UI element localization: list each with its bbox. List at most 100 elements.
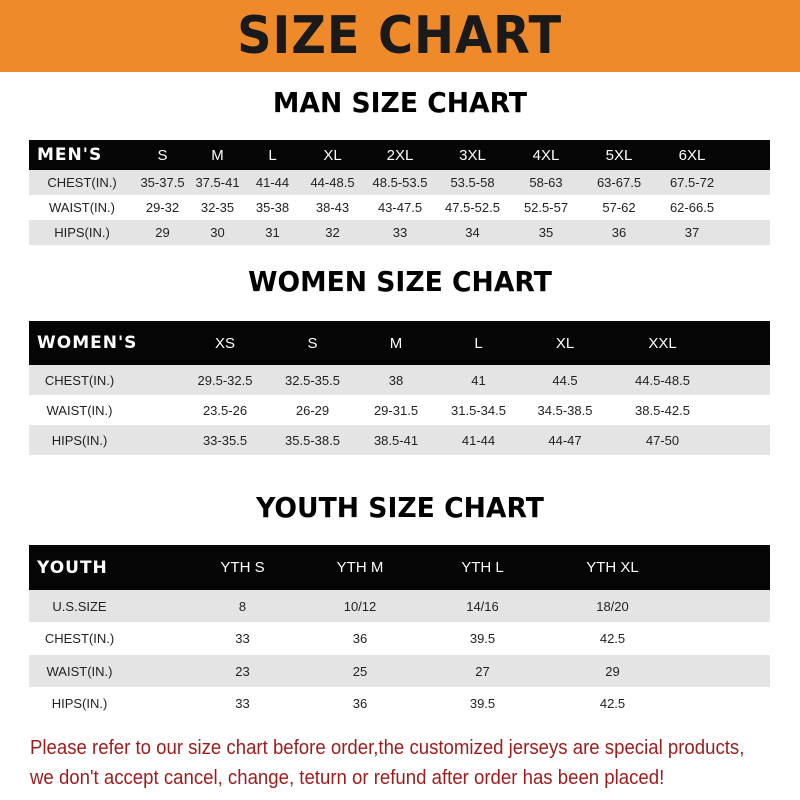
size-value: 42.5 — [599, 696, 626, 711]
empty-cell — [715, 425, 770, 455]
size-value: 58-63 — [510, 170, 582, 195]
banner-title: SIZE CHART — [237, 6, 563, 66]
size-value: 33 — [365, 220, 435, 245]
size-header-yth-xl: YTH XL — [540, 545, 685, 590]
men-header-row: MEN'S S M L XL 2XL 3XL 4XL 5XL 6XL — [29, 140, 770, 170]
size-value: 32.5-35.5 — [270, 365, 355, 395]
size-value: 38-43 — [315, 200, 350, 215]
size-value: 39.5 — [469, 696, 496, 711]
men-row: WAIST(IN.) 29-32 32-35 35-38 38-43 43-47.5 47.… — [29, 195, 770, 220]
size-value: 37.5-41 — [190, 170, 245, 195]
youth-section-title: YOUTH SIZE CHART — [256, 491, 544, 524]
order-notice-line-2: we don't accept cancel, change, teturn o… — [30, 767, 665, 789]
size-value: 36 — [352, 631, 368, 646]
size-value: 14/16 — [425, 590, 540, 622]
men-section-title: MAN SIZE CHART — [272, 86, 528, 119]
size-value: 35.5-38.5 — [270, 425, 355, 455]
size-header-xl: XL — [300, 140, 365, 170]
size-value: 35-38 — [255, 200, 290, 215]
women-row: WAIST(IN.) 23.5-26 26-29 29-31.5 31.5-34.5 34… — [29, 395, 770, 425]
size-value: 23.5-26 — [202, 402, 248, 418]
size-value: 52.5-57 — [523, 200, 569, 215]
size-value: 26-29 — [295, 402, 330, 418]
size-header-m: M — [190, 140, 245, 170]
size-header-yth-s: YTH S — [190, 545, 295, 590]
empty-cell — [728, 195, 770, 220]
youth-header-label: YOUTH — [29, 545, 190, 590]
men-row: CHEST(IN.) 35-37.5 37.5-41 41-44 44-48.5 48.5… — [29, 170, 770, 195]
size-chart-banner: SIZE CHART — [0, 0, 800, 72]
row-label: WAIST(IN.) — [49, 200, 115, 215]
order-notice-line-1: Please refer to our size chart before or… — [30, 737, 745, 759]
women-row: CHEST(IN.) 29.5-32.5 32.5-35.5 38 41 44.5 44.5… — [29, 365, 770, 395]
size-value: 32 — [300, 220, 365, 245]
size-value: 10/12 — [295, 590, 425, 622]
empty-cell — [685, 687, 770, 720]
women-row: HIPS(IN.) 33-35.5 35.5-38.5 38.5-41 41-44 44-… — [29, 425, 770, 455]
size-value: 62-66.5 — [669, 200, 715, 215]
size-value: 39.5 — [469, 631, 496, 646]
size-value: 29-32 — [145, 200, 180, 215]
size-value: 41 — [437, 365, 520, 395]
size-header-xs: XS — [180, 321, 270, 365]
size-header-4xl: 4XL — [510, 140, 582, 170]
row-label: CHEST(IN.) — [29, 170, 135, 195]
size-value: 47-50 — [610, 425, 715, 455]
size-value: 29-31.5 — [373, 402, 419, 418]
size-value: 43-47.5 — [377, 200, 423, 215]
size-header-3xl: 3XL — [435, 140, 510, 170]
size-value: 41-44 — [245, 170, 300, 195]
size-value: 33 — [235, 631, 250, 646]
men-size-table: MEN'S S M L XL 2XL 3XL 4XL 5XL 6XL CHEST(IN.) 35-37… — [29, 140, 770, 245]
men-row: HIPS(IN.) 29 30 31 32 33 34 35 36 37 — [29, 220, 770, 245]
size-value: 29 — [540, 655, 685, 687]
empty-cell — [728, 170, 770, 195]
order-notice: Please refer to our size chart before or… — [30, 733, 745, 793]
size-value: 31.5-34.5 — [451, 402, 506, 418]
size-value: 57-62 — [602, 200, 636, 215]
size-value: 67.5-72 — [656, 170, 728, 195]
row-label: WAIST(IN.) — [29, 655, 190, 687]
size-value: 35 — [510, 220, 582, 245]
size-value: 25 — [295, 655, 425, 687]
size-value: 42.5 — [599, 631, 626, 646]
size-header-s: S — [270, 321, 355, 365]
size-value: 36 — [582, 220, 656, 245]
size-value: 38.5-42.5 — [635, 402, 690, 418]
size-value: 47.5-52.5 — [445, 200, 500, 215]
size-value: 33-35.5 — [180, 425, 270, 455]
size-header-m: M — [355, 321, 437, 365]
women-section-title: WOMEN SIZE CHART — [248, 265, 552, 298]
size-value: 30 — [190, 220, 245, 245]
size-value: 8 — [190, 590, 295, 622]
row-label: HIPS(IN.) — [29, 425, 180, 455]
youth-row: HIPS(IN.) 33 36 39.5 42.5 — [29, 687, 770, 720]
size-value: 34 — [435, 220, 510, 245]
women-header-label: WOMEN'S — [29, 321, 180, 365]
empty-cell — [685, 590, 770, 622]
size-value: 37 — [656, 220, 728, 245]
size-value: 29.5-32.5 — [180, 365, 270, 395]
size-value: 27 — [425, 655, 540, 687]
empty-cell — [728, 140, 770, 170]
row-label: U.S.SIZE — [29, 590, 190, 622]
size-value: 44.5-48.5 — [610, 365, 715, 395]
size-header-l: L — [437, 321, 520, 365]
size-value: 34.5-38.5 — [537, 402, 593, 418]
size-value: 44-47 — [520, 425, 610, 455]
empty-cell — [685, 655, 770, 687]
row-label: WAIST(IN.) — [46, 402, 113, 418]
size-value: 31 — [245, 220, 300, 245]
empty-cell — [685, 622, 770, 655]
empty-cell — [685, 545, 770, 590]
size-value: 29 — [135, 220, 190, 245]
size-value: 48.5-53.5 — [365, 170, 435, 195]
size-value: 63-67.5 — [582, 170, 656, 195]
youth-size-table: YOUTH YTH S YTH M YTH L YTH XL U.S.SIZE 8 10/12… — [29, 545, 770, 720]
size-value: 32-35 — [200, 200, 235, 215]
women-header-row: WOMEN'S XS S M L XL XXL — [29, 321, 770, 365]
size-header-5xl: 5XL — [582, 140, 656, 170]
empty-cell — [715, 321, 770, 365]
row-label: CHEST(IN.) — [44, 631, 115, 646]
size-header-yth-m: YTH M — [295, 545, 425, 590]
